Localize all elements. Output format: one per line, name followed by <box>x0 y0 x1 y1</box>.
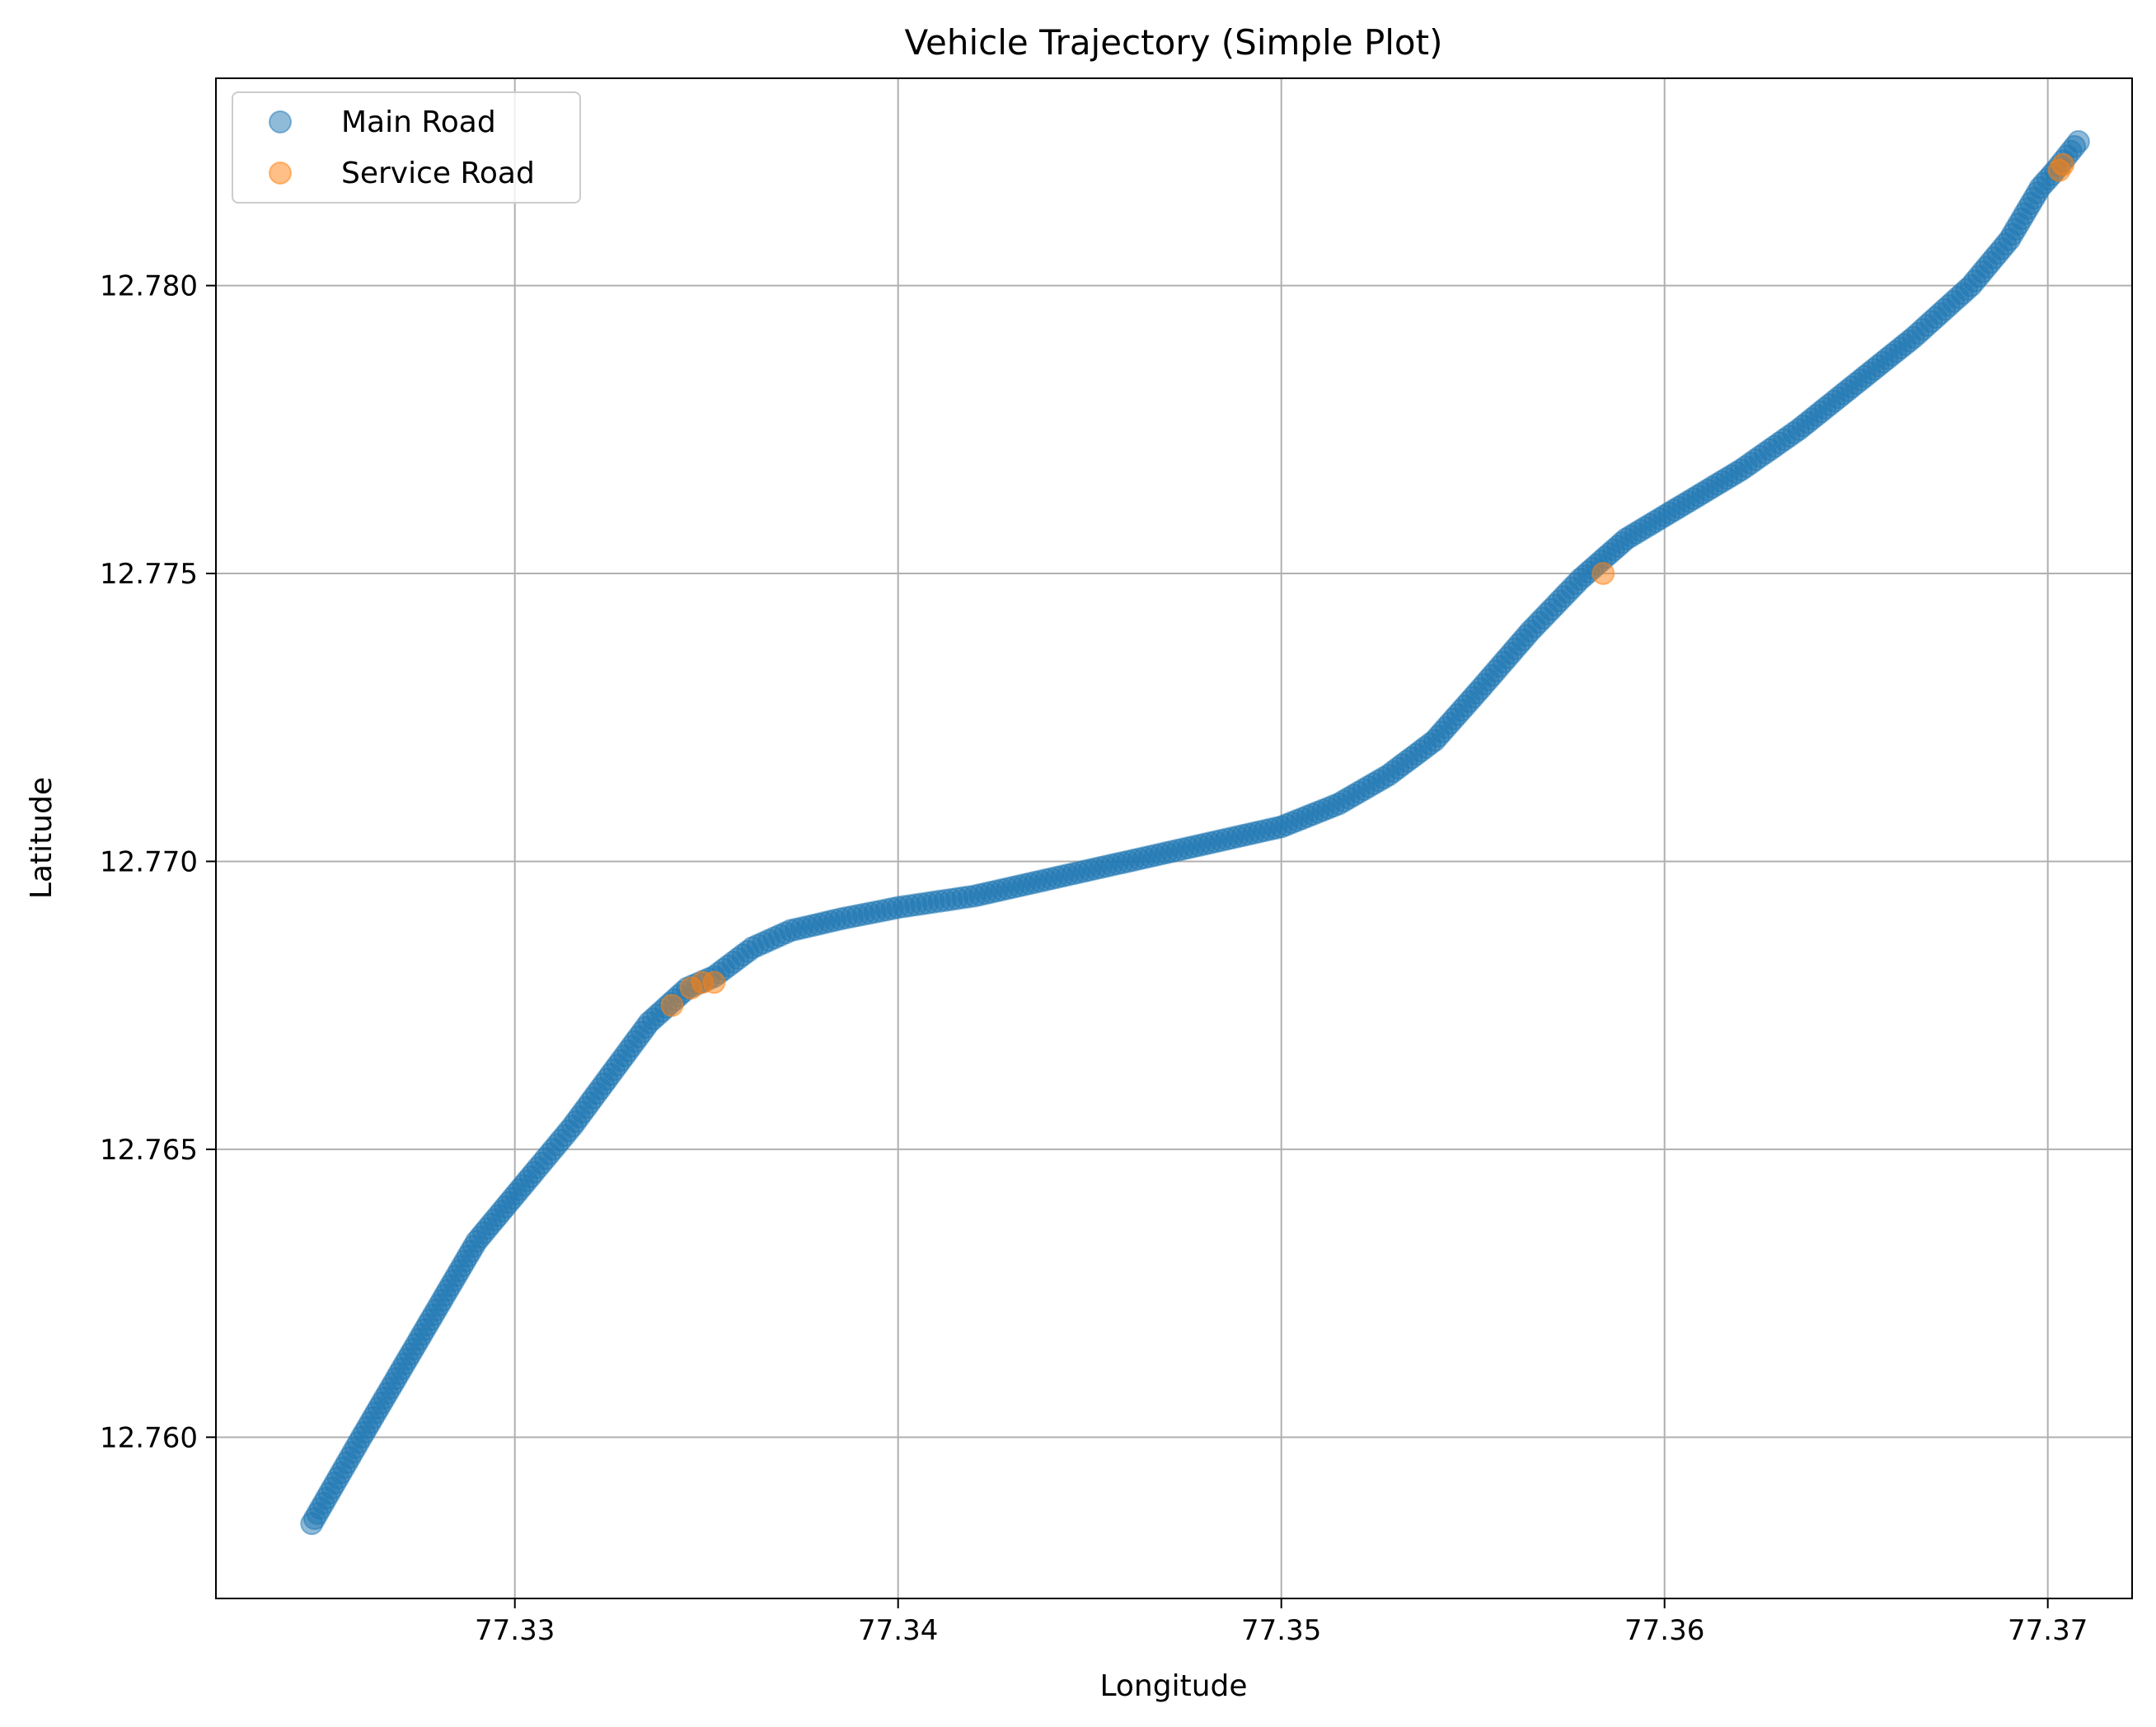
legend-box <box>232 91 581 204</box>
x-axis: 77.33 77.34 77.35 77.36 77.37 <box>475 1598 2088 1647</box>
chart-title: Vehicle Trajectory (Simple Plot) <box>905 22 1443 63</box>
service-road-point <box>2051 152 2075 176</box>
service-road-point <box>1591 562 1615 585</box>
legend-marker-service-road <box>269 161 292 185</box>
y-axis-label: Latitude <box>25 777 59 899</box>
legend-label-service-road: Service Road <box>341 157 535 190</box>
service-road-point <box>702 971 726 995</box>
x-tick-label: 77.34 <box>858 1614 938 1647</box>
y-tick-label: 12.775 <box>100 558 198 591</box>
x-tick-label: 77.35 <box>1241 1614 1321 1647</box>
legend: Main Road Service Road <box>232 91 581 204</box>
y-axis: 12.760 12.765 12.770 12.775 12.780 <box>100 270 216 1454</box>
series-service-road <box>660 152 2075 1018</box>
y-tick-label: 12.770 <box>100 845 198 878</box>
main-road-point <box>2066 129 2090 153</box>
x-tick-label: 77.36 <box>1624 1614 1704 1647</box>
legend-label-main-road: Main Road <box>341 105 496 139</box>
x-tick-label: 77.33 <box>475 1614 555 1647</box>
plot-frame <box>215 77 2133 1599</box>
x-tick-label: 77.37 <box>2008 1614 2088 1647</box>
y-tick-label: 12.765 <box>100 1134 198 1167</box>
y-tick-label: 12.780 <box>100 270 198 303</box>
legend-marker-main-road <box>269 110 292 133</box>
service-road-point <box>660 994 684 1018</box>
x-axis-label: Longitude <box>1099 1669 1247 1703</box>
y-tick-label: 12.760 <box>100 1421 198 1454</box>
